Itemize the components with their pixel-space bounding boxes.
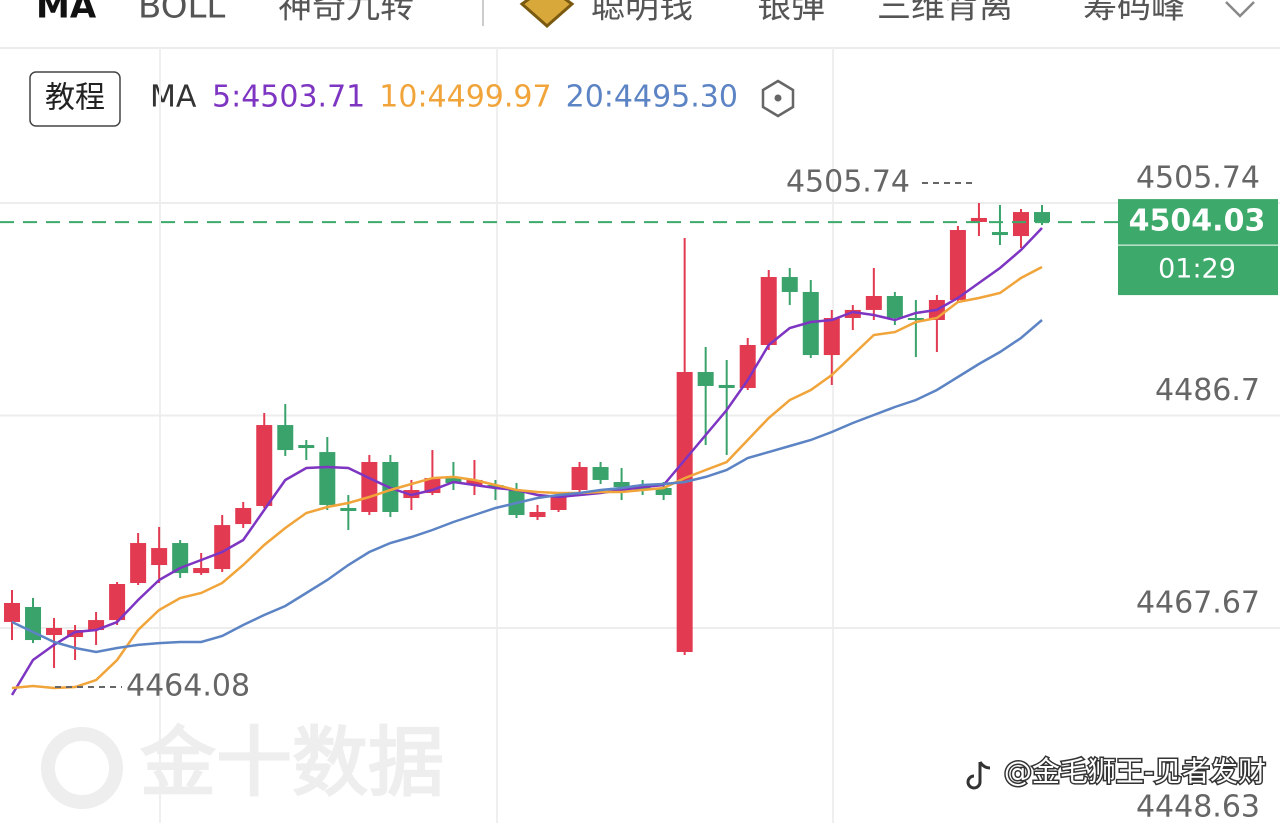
- candle-body: [298, 445, 315, 449]
- tab[interactable]: 神奇九转: [278, 0, 414, 27]
- candle-body: [907, 317, 924, 320]
- candle-body: [1034, 212, 1050, 223]
- tab[interactable]: 筹码峰: [1083, 0, 1185, 27]
- candle-body: [277, 425, 294, 451]
- indicator-name: MA: [150, 80, 197, 115]
- legend-entry: 5:4503.71: [212, 80, 365, 115]
- low-label: 4464.08: [126, 669, 250, 704]
- candle-body: [949, 230, 966, 301]
- candle-body: [781, 277, 798, 292]
- candle-body: [130, 543, 147, 583]
- tab[interactable]: BOLL: [138, 0, 225, 27]
- candle-body: [886, 295, 903, 318]
- legend-entry: 20:4495.30: [566, 80, 738, 115]
- y-tick-label: 4505.74: [1136, 161, 1260, 196]
- candle-body: [445, 478, 462, 483]
- candle-body: [970, 217, 987, 222]
- ma-line: [11, 265, 1043, 690]
- candle-body: [256, 425, 273, 506]
- candle-body: [529, 511, 546, 518]
- candle-body: [67, 629, 84, 638]
- y-tick-label: 4448.63: [1136, 790, 1260, 823]
- candle-body: [991, 232, 1008, 236]
- candle-body: [487, 484, 504, 488]
- candle-body: [4, 602, 20, 622]
- candle-body: [676, 372, 693, 652]
- candle-body: [718, 384, 735, 388]
- candle-body: [760, 277, 777, 345]
- candle-body: [697, 372, 714, 386]
- plot: 金十数据 4505.74 4486.7 4467.67 4448.63 4505.74 44…: [0, 48, 1280, 823]
- y-tick-label: 4467.67: [1136, 585, 1260, 620]
- candle-body: [193, 568, 210, 574]
- candle-body: [319, 452, 336, 505]
- candle-body: [46, 627, 63, 636]
- tutorial-button[interactable]: [29, 71, 121, 127]
- watermark-logo: [41, 727, 123, 809]
- candle-body: [340, 507, 357, 511]
- settings-icon[interactable]: [761, 79, 795, 118]
- tab-bar: MA BOLL 神奇九转 聪明钱 银弹 三维背离 筹码峰: [36, 0, 1255, 28]
- candle-body: [739, 344, 756, 388]
- candle-body: [466, 479, 483, 485]
- candle-body: [823, 317, 840, 356]
- smart-money-icon: [519, 0, 575, 28]
- more-tabs[interactable]: [1225, 1, 1255, 18]
- settings-hexagon[interactable]: [761, 79, 795, 118]
- watermark: 金十数据: [139, 718, 444, 807]
- candle-body: [235, 507, 252, 525]
- candle-body: [613, 481, 630, 487]
- candle-body: [214, 525, 231, 570]
- candle-body: [361, 461, 378, 512]
- candle-body: [151, 548, 168, 566]
- ma-line: [11, 319, 1043, 654]
- candle-body: [25, 606, 42, 641]
- legend-entry: 10:4499.97: [379, 80, 551, 115]
- high-label: 4505.74: [786, 165, 910, 200]
- settings-dot: [774, 94, 782, 102]
- countdown-label: 01:29: [1158, 254, 1236, 285]
- tab[interactable]: 聪明钱: [591, 0, 693, 27]
- current-price-label: 4504.03: [1129, 204, 1266, 239]
- credit-icon: [966, 761, 991, 790]
- tutorial-label: 教程: [45, 81, 105, 116]
- candle-body: [109, 583, 126, 621]
- candle-body: [592, 467, 609, 480]
- candle-body: [844, 309, 861, 318]
- candle-body: [1012, 212, 1029, 237]
- candle-body: [655, 487, 672, 496]
- candle-body: [802, 291, 819, 356]
- current-price-box: [1118, 199, 1278, 296]
- candle-body: [550, 497, 567, 510]
- tab[interactable]: 银弹: [757, 0, 825, 27]
- candle-body: [571, 467, 588, 491]
- candle-body: [88, 620, 105, 630]
- tab[interactable]: MA: [36, 0, 97, 27]
- candle-body: [865, 295, 882, 310]
- tab[interactable]: 三维背离: [877, 0, 1013, 27]
- ma-line: [10, 227, 1043, 696]
- credit: @金毛狮王-见者发财: [1004, 755, 1266, 788]
- y-tick-label: 4486.7: [1155, 373, 1260, 408]
